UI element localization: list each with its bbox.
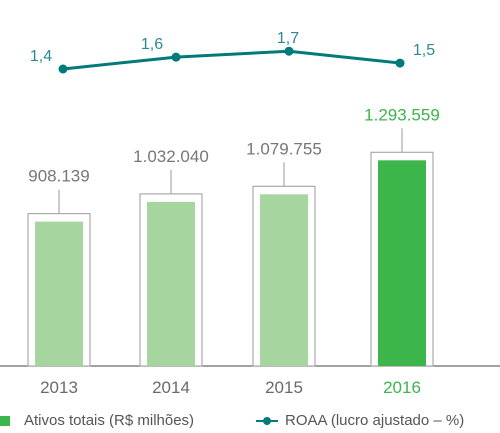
roaa-point [58, 64, 68, 74]
bar-value-label: 908.139 [28, 167, 89, 186]
legend-item-bars: Ativos totais (R$ milhões) [0, 412, 194, 429]
roaa-point [284, 46, 294, 56]
legend-line-swatch [256, 416, 278, 426]
x-tick-label: 2013 [40, 378, 78, 397]
bar-value-label: 1.079.755 [246, 139, 322, 158]
legend: Ativos totais (R$ milhões) ROAA (lucro a… [0, 412, 500, 432]
bar-value-label: 1.032.040 [133, 147, 209, 166]
legend-label-bars: Ativos totais (R$ milhões) [24, 412, 195, 429]
roaa-point [395, 58, 405, 68]
roaa-point [171, 52, 181, 62]
bar-value-label: 1.293.559 [364, 105, 440, 124]
bar [378, 160, 426, 366]
legend-bar-swatch [0, 415, 10, 426]
roaa-value-label: 1,7 [277, 30, 299, 47]
bar [35, 221, 83, 366]
x-tick-label: 2016 [383, 378, 421, 397]
x-tick-label: 2015 [265, 378, 303, 397]
roaa-value-label: 1,6 [141, 36, 163, 53]
roaa-value-label: 1,5 [413, 42, 435, 59]
bar [147, 201, 195, 366]
bar [260, 194, 308, 366]
legend-item-line: ROAA (lucro ajustado – %) [256, 412, 464, 429]
x-tick-label: 2014 [152, 378, 190, 397]
roaa-value-label: 1,4 [30, 48, 52, 65]
legend-label-line: ROAA (lucro ajustado – %) [285, 412, 465, 429]
roaa-line [62, 49, 401, 71]
